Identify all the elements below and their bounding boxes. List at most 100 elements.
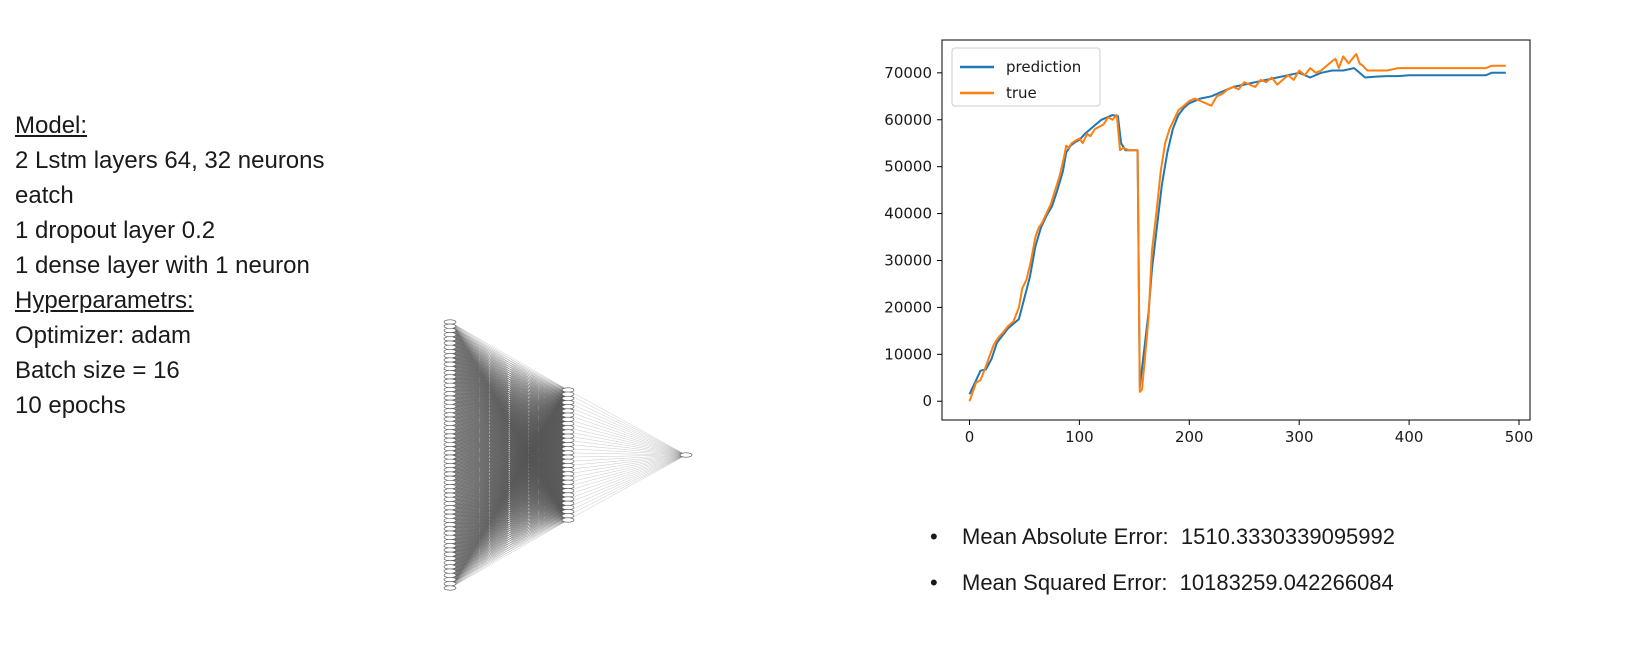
network-edge (449, 427, 569, 551)
network-edge (449, 482, 569, 496)
network-edge (449, 418, 569, 512)
network-edge (449, 473, 569, 517)
network-edge (449, 448, 569, 521)
network-edge (449, 440, 569, 521)
network-edge (567, 454, 687, 479)
network-edge (449, 490, 569, 538)
network-edge (449, 380, 569, 412)
network-edge (449, 469, 569, 546)
network-edge (449, 431, 569, 475)
network-edge (449, 440, 569, 500)
network-edge (449, 389, 569, 475)
network-edge (449, 427, 569, 475)
network-edge (449, 440, 569, 496)
network-edge (449, 423, 569, 445)
network-edge (449, 364, 569, 500)
network-edge (449, 398, 569, 496)
network-edge (449, 406, 569, 437)
network-edge (449, 389, 569, 546)
network-edge (449, 376, 569, 407)
network-edge (449, 469, 569, 508)
network-edge (449, 394, 569, 424)
network-node (443, 555, 457, 561)
network-edge (449, 498, 569, 584)
network-edge (449, 423, 569, 462)
network-edge (449, 503, 569, 508)
network-edge (449, 473, 569, 479)
network-edge (449, 406, 569, 516)
network-node (443, 479, 457, 485)
network-edge (449, 418, 569, 487)
network-edge (449, 326, 569, 500)
network-edge (449, 334, 569, 403)
network-edge (449, 423, 569, 466)
network-edge (449, 342, 569, 487)
network-edge (449, 503, 569, 512)
network-edge (449, 482, 569, 584)
network-edge (449, 368, 569, 449)
network-edge (449, 364, 569, 412)
network-edge (449, 473, 569, 534)
network-edge (449, 393, 569, 424)
network-edge (449, 444, 569, 458)
network-edge (449, 359, 569, 407)
network-edge (449, 321, 569, 474)
network-edge (449, 461, 569, 580)
network-edge (449, 397, 569, 445)
network-edge (449, 380, 569, 391)
network-edge (449, 456, 569, 538)
network-edge (449, 448, 569, 559)
network-edge (449, 334, 569, 437)
network-edge (449, 431, 569, 508)
network-node (443, 505, 457, 511)
network-edge (449, 482, 569, 563)
network-edge (449, 355, 569, 424)
network-edge (449, 338, 569, 399)
network-edge (449, 330, 569, 441)
network-edge (449, 448, 569, 483)
network-edge (449, 364, 569, 516)
network-edge (449, 351, 569, 487)
network-edge (449, 389, 569, 437)
network-edge (449, 444, 569, 496)
network-edge (449, 440, 569, 462)
network-edge (449, 394, 569, 454)
network-edge (449, 503, 569, 559)
network-node (443, 564, 457, 570)
network-edge (449, 448, 569, 492)
network-edge (449, 380, 569, 483)
network-edge (449, 456, 569, 496)
network-edge (449, 338, 569, 424)
network-edge (449, 461, 569, 584)
network-edge (449, 389, 569, 462)
network-edge (449, 402, 569, 542)
network-edge (449, 394, 569, 437)
network-edge (449, 435, 569, 495)
network-edge (449, 385, 569, 470)
network-edge (449, 498, 569, 576)
network-edge (449, 477, 569, 508)
network-edge (449, 473, 569, 500)
network-edge (449, 402, 569, 563)
network-edge (449, 330, 569, 424)
network-edge (449, 330, 569, 479)
network-edge (449, 406, 569, 479)
network-edge (449, 431, 569, 504)
network-edge (449, 511, 569, 589)
network-edge (449, 444, 569, 500)
network-edge (449, 393, 569, 433)
network-edge (449, 402, 569, 508)
network-edge (449, 482, 569, 525)
network-edge (449, 364, 569, 454)
network-edge (449, 406, 569, 479)
network-edge (449, 380, 569, 491)
network-edge (449, 486, 569, 491)
network-edge (449, 452, 569, 470)
network-edge (449, 414, 569, 437)
network-edge (449, 410, 569, 572)
network-edge (449, 511, 569, 546)
network-edge (449, 410, 569, 475)
network-edge (449, 436, 569, 555)
network-edge (449, 410, 569, 559)
network-edge (449, 385, 569, 495)
